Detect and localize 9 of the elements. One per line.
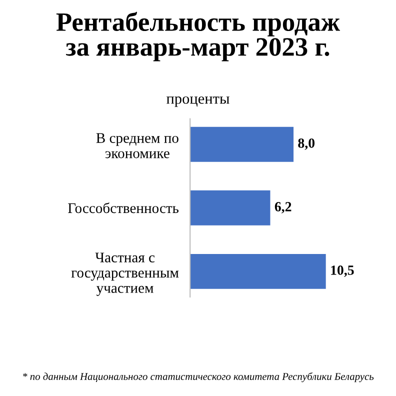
y-tick-label: В среднем по экономике bbox=[96, 133, 178, 158]
data-label: 6,2 bbox=[274, 202, 292, 214]
y-tick-label: Частная с государственным участием bbox=[71, 252, 179, 296]
chart-title: Рентабельность продаж за январь-март 2023 г. bbox=[56, 12, 340, 62]
data-label: 8,0 bbox=[298, 138, 315, 150]
data-label: 10,5 bbox=[331, 266, 354, 277]
y-tick-label: Госсобственность bbox=[68, 202, 179, 214]
chart-subtitle: проценты bbox=[166, 96, 230, 107]
text: * по данным Национального статистического комитета Республики Беларусь bbox=[23, 372, 374, 382]
